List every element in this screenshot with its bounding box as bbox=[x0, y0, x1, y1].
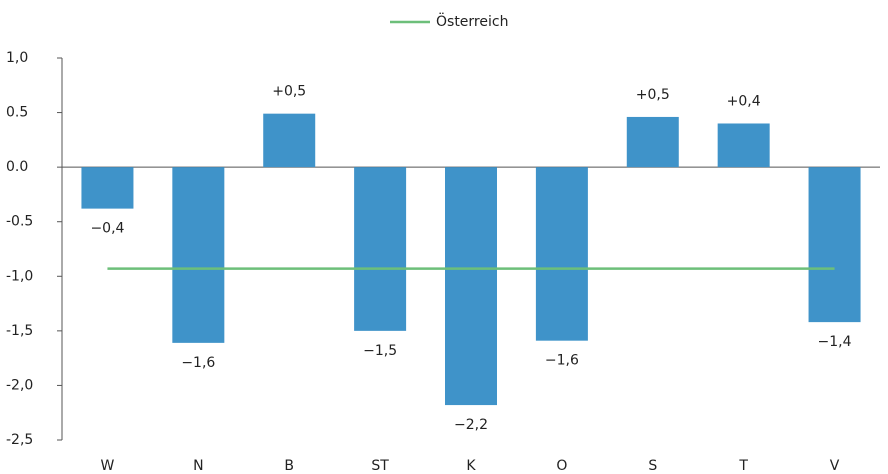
bar bbox=[717, 123, 770, 168]
value-label: −1,5 bbox=[363, 343, 397, 359]
x-tick-label: ST bbox=[371, 458, 389, 474]
bar bbox=[445, 167, 497, 406]
x-tick-label: N bbox=[193, 458, 203, 474]
value-label: −1,6 bbox=[181, 355, 215, 371]
y-tick-label: -1,5 bbox=[6, 323, 33, 339]
bar bbox=[808, 167, 861, 323]
value-label: +0,5 bbox=[636, 87, 670, 103]
value-label: −0,4 bbox=[90, 221, 124, 237]
x-tick-label: T bbox=[738, 458, 748, 474]
value-label: −2,2 bbox=[454, 417, 488, 433]
bar bbox=[626, 116, 679, 168]
y-tick-label: -2,0 bbox=[6, 377, 33, 393]
bar bbox=[354, 167, 407, 331]
bar bbox=[172, 167, 225, 343]
value-label: −1,6 bbox=[545, 353, 579, 369]
x-tick-label: W bbox=[101, 458, 115, 474]
x-tick-label: O bbox=[556, 458, 567, 474]
value-label: −1,4 bbox=[818, 334, 852, 350]
y-tick-label: -1,0 bbox=[6, 268, 33, 284]
x-tick-label: S bbox=[648, 458, 657, 474]
y-tick-label: -2,5 bbox=[6, 432, 33, 448]
bar bbox=[81, 167, 134, 209]
bar bbox=[263, 113, 316, 168]
y-tick-label: 0.0 bbox=[6, 159, 28, 175]
legend-label: Österreich bbox=[436, 12, 508, 30]
bar bbox=[535, 167, 588, 341]
y-tick-label: 0.5 bbox=[6, 105, 28, 121]
value-label: +0,5 bbox=[272, 84, 306, 100]
x-tick-label: B bbox=[284, 458, 294, 474]
x-tick-label: V bbox=[830, 458, 840, 474]
value-label: +0,4 bbox=[727, 93, 761, 109]
x-tick-label: K bbox=[466, 458, 476, 474]
y-tick-label: 1,0 bbox=[6, 50, 28, 66]
y-tick-label: -0.5 bbox=[6, 214, 33, 230]
